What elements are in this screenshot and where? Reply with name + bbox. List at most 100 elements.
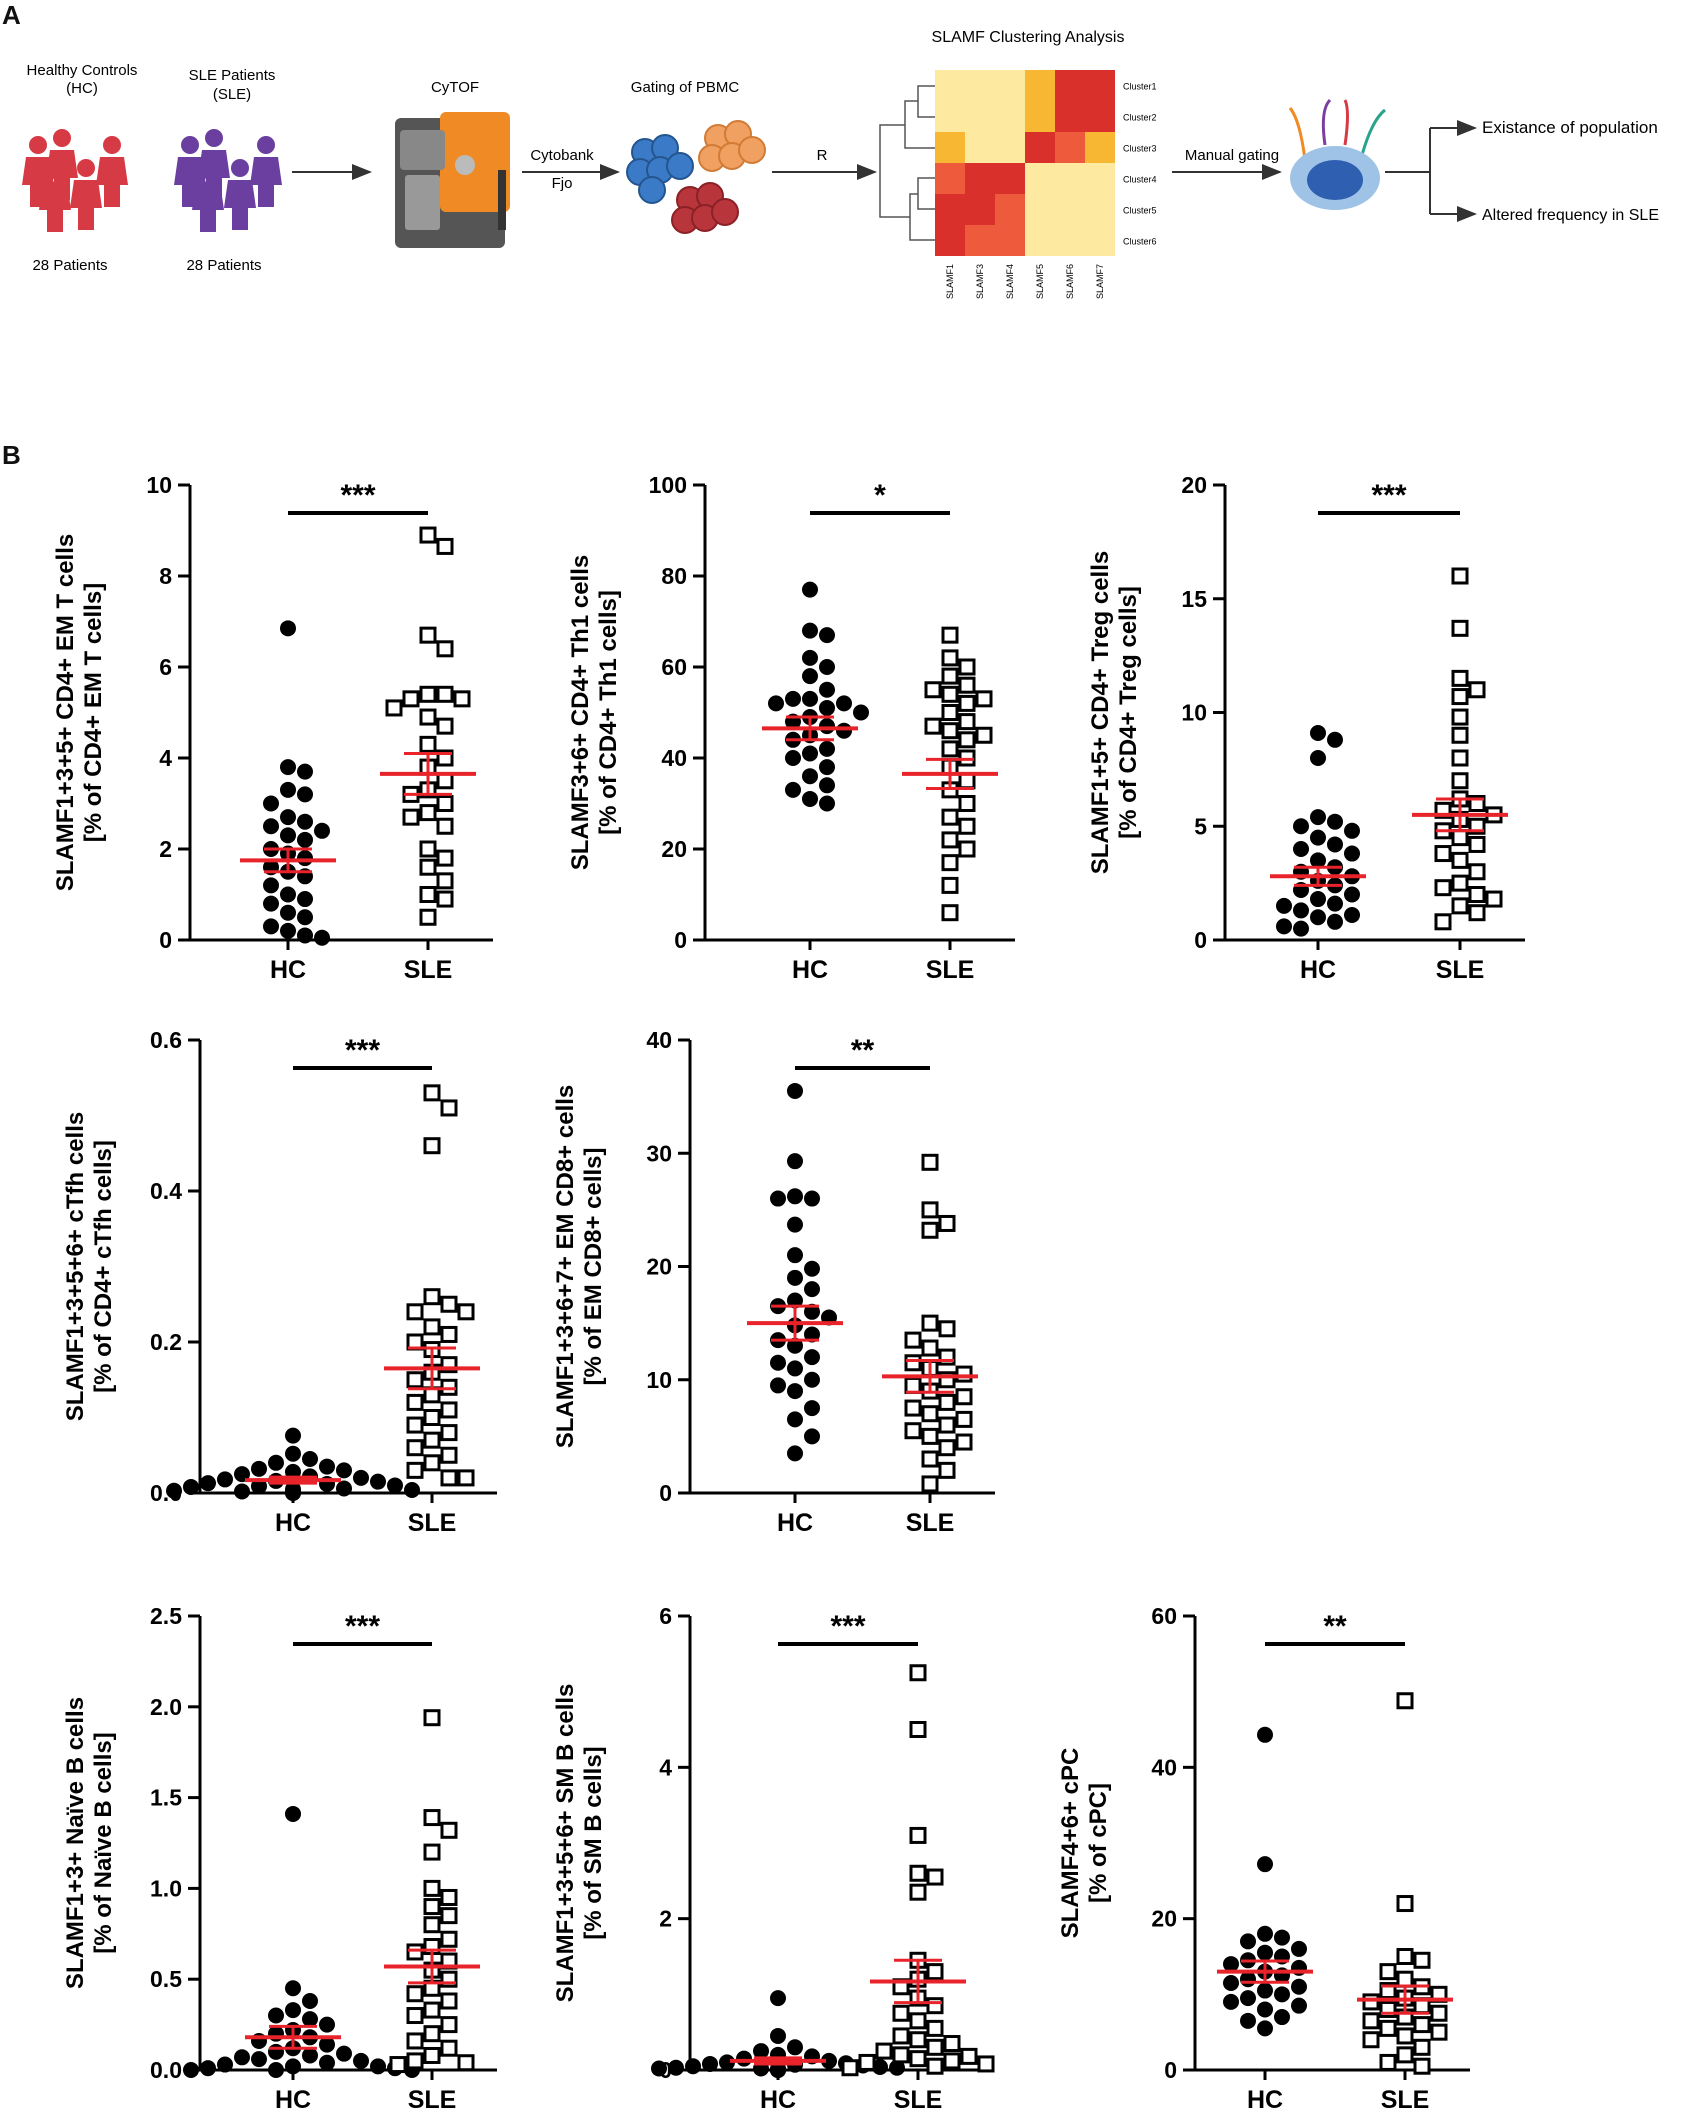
hc-data-point bbox=[1310, 809, 1326, 826]
hc-data-point bbox=[297, 909, 313, 926]
hc-data-point bbox=[770, 2027, 786, 2044]
significance-label: *** bbox=[830, 1610, 865, 1643]
sle-data-point bbox=[1379, 2053, 1397, 2071]
scatter-plot-2: 0 20 40 60 80 100 HC SLE SLAMF3+6+ CD4+ Th1 cell… bbox=[567, 472, 1015, 984]
sle-data-point bbox=[909, 2012, 927, 2030]
hc-data-point bbox=[268, 2062, 284, 2078]
hc-data-point bbox=[1274, 1986, 1290, 2003]
heatmap-col-label: SLAMF5 bbox=[1035, 264, 1045, 299]
sle-data-point bbox=[926, 1997, 944, 2015]
sle-data-point bbox=[941, 626, 959, 644]
hc-data-point bbox=[319, 2036, 335, 2053]
heatmap-cell bbox=[1085, 225, 1115, 256]
hc-data-point bbox=[302, 1992, 318, 2009]
hc-data-point bbox=[787, 1360, 803, 1377]
y-tick-label: 0 bbox=[1164, 2057, 1177, 2083]
heatmap-title: SLAMF Clustering Analysis bbox=[932, 29, 1125, 46]
sle-data-point bbox=[1451, 726, 1469, 744]
hc-data-point bbox=[1310, 852, 1326, 869]
heatmap-cell bbox=[935, 70, 965, 101]
y-tick-label: 4 bbox=[659, 1754, 672, 1780]
sle-people-icon bbox=[174, 129, 282, 232]
sle-data-point bbox=[440, 1446, 458, 1464]
heatmap-cell bbox=[995, 225, 1025, 256]
sle-data-point bbox=[1396, 2027, 1414, 2045]
sle-data-point bbox=[938, 1461, 956, 1479]
sle-data-point bbox=[1451, 829, 1469, 847]
sle-data-point bbox=[841, 2059, 859, 2077]
hc-data-point bbox=[285, 1980, 301, 1997]
heatmap-row-label: Cluster5 bbox=[1123, 206, 1157, 216]
y-tick-label: 10 bbox=[146, 472, 172, 498]
sle-data-point bbox=[1451, 708, 1469, 726]
hc-data-point bbox=[319, 2054, 335, 2071]
hc-data-point bbox=[319, 1458, 335, 1475]
sle-data-point bbox=[1396, 1948, 1414, 1965]
x-tick-label: HC bbox=[1247, 2086, 1283, 2113]
heatmap-cell bbox=[1025, 101, 1055, 132]
scatter-plot-5: 0 10 20 30 40 HC SLE SLAMF1+3+6+7+ EM CD8+ cell… bbox=[552, 1027, 995, 1537]
arrow-fjo-label: Fjo bbox=[552, 175, 573, 192]
scatter-plot-7: 0246HCSLESLAMF1+3+5+6+ SM B cells[% of S… bbox=[552, 1603, 995, 2113]
sle-data-point bbox=[419, 526, 437, 544]
hc-data-point bbox=[1291, 1997, 1307, 2014]
hc-data-point bbox=[770, 2062, 786, 2078]
hc-data-point bbox=[770, 1990, 786, 2007]
heatmap-cell bbox=[965, 132, 995, 163]
hc-data-point bbox=[819, 718, 835, 735]
hc-data-point bbox=[1276, 897, 1292, 914]
heatmap-grid bbox=[935, 70, 1115, 256]
hc-data-point bbox=[297, 927, 313, 944]
hc-data-point bbox=[787, 1445, 803, 1462]
hc-data-point bbox=[1240, 1933, 1256, 1950]
hc-data-point bbox=[1276, 918, 1292, 935]
sle-data-point bbox=[419, 708, 437, 726]
y-tick-label: 1.5 bbox=[150, 1785, 182, 1811]
heatmap-col-label: SLAMF6 bbox=[1065, 264, 1075, 299]
hc-data-point bbox=[736, 2050, 752, 2067]
sle-data-point bbox=[423, 1137, 441, 1155]
sle-data-point bbox=[436, 817, 454, 835]
sle-data-point bbox=[977, 2055, 995, 2073]
sle-data-point bbox=[909, 1721, 927, 1738]
y-tick-label: 1.0 bbox=[150, 1875, 182, 1901]
hc-data-point bbox=[280, 827, 296, 844]
heatmap-col-label: SLAMF7 bbox=[1095, 264, 1105, 299]
y-tick-label: 15 bbox=[1181, 586, 1207, 612]
hc-data-point bbox=[302, 2047, 318, 2064]
sle-data-point bbox=[1430, 2023, 1448, 2041]
sle-data-point bbox=[921, 1427, 939, 1445]
hc-data-point bbox=[336, 1462, 352, 1479]
sle-data-point bbox=[938, 1214, 956, 1232]
hc-data-point bbox=[263, 818, 279, 835]
sle-data-point bbox=[402, 808, 420, 826]
x-tick-label: HC bbox=[777, 1509, 813, 1537]
y-tick-label: 8 bbox=[159, 563, 172, 589]
sle-data-point bbox=[406, 1416, 424, 1434]
hc-data-point bbox=[787, 1188, 803, 1205]
y-tick-label: 10 bbox=[646, 1367, 672, 1393]
heatmap-cell bbox=[1055, 194, 1085, 225]
sle-data-point bbox=[1468, 886, 1486, 903]
heatmap-row-labels: Cluster1 Cluster2 Cluster3 Cluster4 Cluster5… bbox=[1123, 82, 1157, 247]
y-tick-label: 0 bbox=[659, 1480, 672, 1506]
sle-data-point bbox=[921, 1221, 939, 1239]
sle-data-point bbox=[1413, 2038, 1431, 2056]
hc-data-point bbox=[768, 695, 784, 712]
sle-data-point bbox=[406, 1303, 424, 1321]
pbmc-cells-icon bbox=[626, 120, 766, 234]
hc-data-point bbox=[804, 1349, 820, 1366]
hc-data-point bbox=[802, 790, 818, 807]
heatmap-cell bbox=[1025, 163, 1055, 194]
hc-data-point bbox=[802, 649, 818, 666]
scatter-plot-8: 0 20 40 60 HC SLE SLAMF4+6+ cPC [% of cPC] ** bbox=[1057, 1603, 1470, 2113]
arrow-cytobank-label: Cytobank bbox=[530, 147, 594, 164]
y-axis-label: SLAMF1+3+5+ CD4+ EM T cells bbox=[52, 534, 79, 891]
sle-data-point bbox=[941, 740, 959, 758]
hc-data-point bbox=[263, 895, 279, 912]
hc-data-point bbox=[268, 2043, 284, 2060]
heatmap-row-label: Cluster1 bbox=[1123, 82, 1157, 92]
hc-data-point bbox=[1327, 913, 1343, 930]
sle-data-point bbox=[1451, 897, 1469, 915]
hc-data-point bbox=[319, 2016, 335, 2033]
